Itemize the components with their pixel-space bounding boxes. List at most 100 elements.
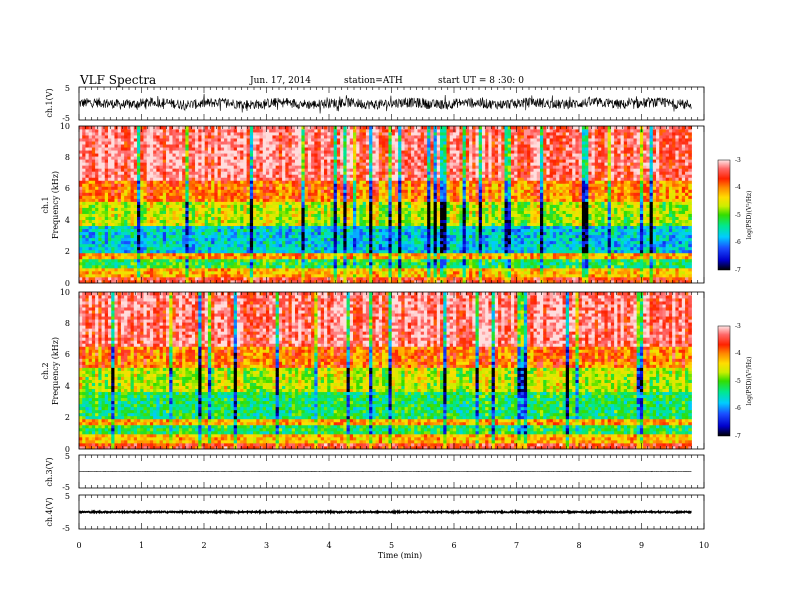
spectrogram-cell	[121, 235, 125, 238]
spectrogram-cell	[195, 201, 199, 204]
spectrogram-cell	[166, 180, 170, 183]
spectrogram-cell	[195, 229, 199, 232]
spectrogram-cell	[131, 247, 135, 250]
spectrogram-cell	[102, 223, 106, 226]
spectrogram-cell	[185, 201, 189, 204]
spectrogram-cell	[172, 168, 176, 171]
spectrogram-cell	[137, 126, 141, 129]
spectrogram-cell	[179, 150, 183, 153]
spectrogram-cell	[95, 138, 99, 141]
spectrogram-cell	[105, 147, 109, 150]
spectrogram-cell	[127, 174, 131, 177]
spectrogram-cell	[150, 144, 154, 147]
spectrogram-cell	[98, 238, 102, 241]
spectrogram-cell	[105, 177, 109, 180]
spectrogram-cell	[192, 235, 196, 238]
spectrogram-cell	[79, 165, 83, 168]
spectrogram-cell	[160, 205, 164, 208]
spectrogram-cell	[163, 259, 167, 262]
spectrogram-cell	[147, 226, 151, 229]
spectrogram-cell	[172, 150, 176, 153]
spectrogram-cell	[147, 171, 151, 174]
spectrogram-cell	[160, 259, 164, 262]
spectrogram-cell	[118, 226, 122, 229]
spectrogram-cell	[111, 265, 115, 268]
spectrogram-cell	[185, 208, 189, 211]
spectrogram-cell	[85, 165, 89, 168]
spectrogram-cell	[192, 195, 196, 198]
spectrogram-cell	[111, 205, 115, 208]
spectrogram-cell	[134, 247, 138, 250]
spectrogram-cell	[143, 135, 147, 138]
spectrogram-cell	[118, 259, 122, 262]
spectrogram-cell	[121, 241, 125, 244]
spectrogram-cell	[92, 141, 96, 144]
spectrogram-cell	[153, 223, 157, 226]
spectrogram-cell	[108, 244, 112, 247]
spectrogram-cell	[150, 235, 154, 238]
spectrogram-cell	[189, 223, 193, 226]
spectrogram-cell	[111, 232, 115, 235]
spectrogram-cell	[140, 274, 144, 277]
spectrogram-cell	[121, 183, 125, 186]
spectrogram-cell	[153, 262, 157, 265]
spectrogram-cell	[89, 141, 93, 144]
spectrogram-cell	[182, 192, 186, 195]
spectrogram-cell	[182, 144, 186, 147]
spectrogram-cell	[163, 226, 167, 229]
spectrogram-cell	[176, 217, 180, 220]
spectrogram-cell	[79, 247, 83, 250]
spectrogram-cell	[172, 265, 176, 268]
spectrogram-cell	[95, 232, 99, 235]
spectrogram-cell	[189, 156, 193, 159]
spectrogram-cell	[92, 150, 96, 153]
spectrogram-cell	[118, 235, 122, 238]
spectrogram-cell	[176, 259, 180, 262]
spectrogram-cell	[166, 244, 170, 247]
spectrogram-cell	[156, 147, 160, 150]
spectrogram-cell	[160, 235, 164, 238]
spectrogram-cell	[98, 205, 102, 208]
spectrogram-cell	[121, 180, 125, 183]
spectrogram-cell	[98, 144, 102, 147]
spectrogram-cell	[114, 217, 118, 220]
spectrogram-cell	[189, 135, 193, 138]
spectrogram-cell	[124, 165, 128, 168]
spectrogram-cell	[140, 220, 144, 223]
spectrogram-cell	[89, 268, 93, 271]
spectrogram-cell	[185, 256, 189, 259]
spectrogram-cell	[121, 211, 125, 214]
spectrogram-cell	[134, 192, 138, 195]
spectrogram-cell	[192, 262, 196, 265]
spectrogram-cell	[79, 141, 83, 144]
spectrogram-cell	[131, 156, 135, 159]
spectrogram-cell	[105, 253, 109, 256]
spectrogram-cell	[189, 259, 193, 262]
spectrogram-cell	[85, 147, 89, 150]
spectrogram-cell	[179, 195, 183, 198]
spectrogram-cell	[79, 241, 83, 244]
ch1-waveform-panel: 5 -5 ch.1(V)	[45, 84, 704, 123]
spectrogram-cell	[143, 144, 147, 147]
spectrogram-cell	[92, 189, 96, 192]
spectrogram-cell	[163, 180, 167, 183]
spectrogram-cell	[105, 159, 109, 162]
spectrogram-cell	[105, 132, 109, 135]
spectrogram-cell	[92, 156, 96, 159]
spectrogram-cell	[189, 192, 193, 195]
spectrogram-cell	[79, 186, 83, 189]
spectrogram-cell	[79, 162, 83, 165]
spectrogram-cell	[92, 268, 96, 271]
spectrogram-cell	[102, 189, 106, 192]
spectrogram-cell	[172, 238, 176, 241]
spectrogram-cell	[131, 268, 135, 271]
spectrogram-cell	[92, 147, 96, 150]
spectrogram-cell	[156, 229, 160, 232]
spectrogram-cell	[89, 241, 93, 244]
spectrogram-cell	[189, 180, 193, 183]
spectrogram-cell	[111, 268, 115, 271]
spectrogram-cell	[179, 159, 183, 162]
spectrogram-cell	[160, 229, 164, 232]
spectrogram-cell	[143, 277, 147, 280]
spectrogram-cell	[98, 159, 102, 162]
